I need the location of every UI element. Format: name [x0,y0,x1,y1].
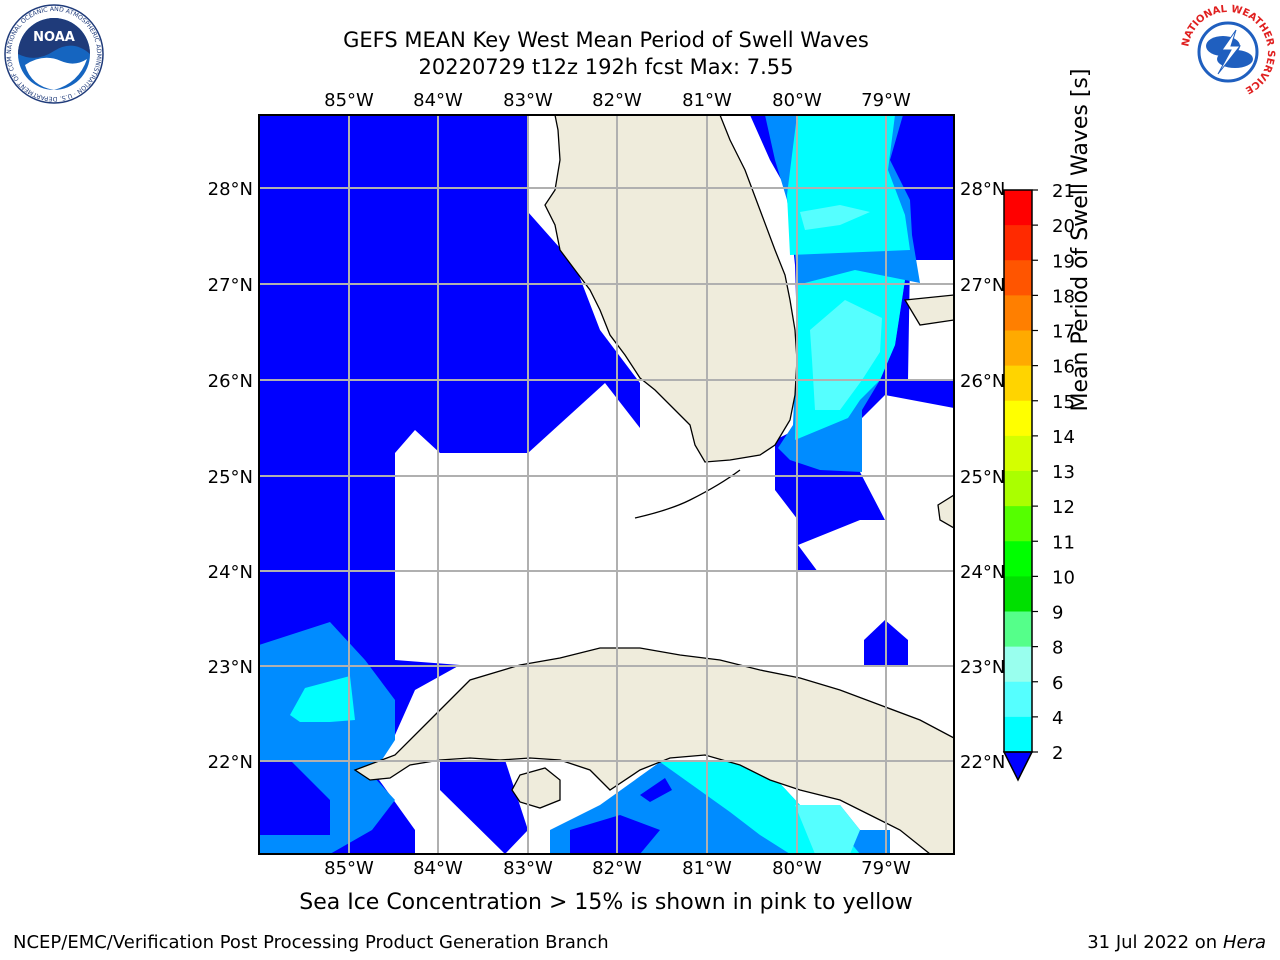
colorbar-extend-arrow [1002,751,1034,782]
colorbar-segment [1004,190,1032,226]
swell-8s-atlantic-north [800,205,870,230]
nws-logo: NATIONAL WEATHER SERVICE [1180,4,1276,100]
colorbar-segment [1004,365,1032,402]
lon-label-top: 83°W [503,90,553,111]
swell-6-8s-sw [290,676,355,722]
colorbar-segment [1004,506,1032,542]
colorbar-tick-label: 10 [1052,567,1075,588]
footer-date: 31 Jul 2022 on Hera [1087,932,1266,953]
colorbar-tick-label: 11 [1052,532,1075,553]
footer-host: Hera [1222,932,1266,953]
colorbar-segment [1004,541,1032,577]
lat-label-right: 28°N [960,179,1005,200]
colorbar-tick-label: 13 [1052,462,1075,483]
colorbar-tick-label: 17 [1052,322,1075,343]
lat-label-right: 27°N [960,275,1005,296]
swell-8s-south [795,805,860,854]
bahamas-island-east [937,494,954,529]
lon-label-bottom: 85°W [324,858,374,879]
lon-label-bottom: 82°W [592,858,642,879]
isle-of-youth [511,767,561,809]
footer-credit: NCEP/EMC/Verification Post Processing Pr… [13,932,609,953]
lon-label-bottom: 80°W [772,858,822,879]
colorbar-segment [1004,225,1032,261]
lat-label-left: 26°N [208,371,253,392]
lon-label-bottom: 81°W [682,858,732,879]
colorbar-tick-label: 19 [1052,251,1075,272]
map-field [259,115,954,854]
lat-label-left: 28°N [208,179,253,200]
lon-label-top: 79°W [861,90,911,111]
noaa-logo-text: NOAA [33,30,75,45]
colorbar-tick-label: 8 [1052,638,1063,659]
florida-keys [634,469,741,519]
swell-2-4s-south-patch [570,815,660,854]
colorbar-tick-label: 16 [1052,357,1075,378]
noaa-logo: NATIONAL OCEANIC AND ATMOSPHERIC ADMINIS… [3,3,104,104]
lat-label-right: 23°N [960,657,1005,678]
colorbar-label: Mean Period of Swell Waves [s] [1068,68,1093,412]
colorbar-segment [1004,435,1032,472]
swell-2-4s-south [440,760,528,854]
colorbar-tick-label: 4 [1052,708,1063,729]
map-title: GEFS MEAN Key West Mean Period of Swell … [343,28,869,52]
florida-land [544,115,798,463]
swell-2-4s-south-dot [640,778,672,802]
colorbar-tick-label: 21 [1052,181,1075,202]
map-frame [258,114,955,855]
colorbar-segment [1004,681,1032,718]
colorbar-tick-label: 15 [1052,392,1075,413]
colorbar-tick-label: 20 [1052,216,1075,237]
colorbar-segment [1004,260,1032,296]
colorbar-segment [1004,471,1032,507]
lat-label-left: 23°N [208,657,253,678]
bahamas-island-north [903,294,954,326]
colorbar-tick-label: 9 [1052,603,1063,624]
lon-label-top: 80°W [772,90,822,111]
lon-label-bottom: 84°W [413,858,463,879]
swell-8s-atlantic [810,300,882,410]
lon-label-bottom: 79°W [861,858,911,879]
colorbar-segment [1004,646,1032,683]
sea-ice-caption: Sea Ice Concentration > 15% is shown in … [299,890,913,915]
lat-label-right: 22°N [960,752,1005,773]
lon-label-top: 81°W [682,90,732,111]
colorbar-segment [1004,611,1032,648]
colorbar-segment [1004,330,1032,367]
colorbar-tick-label: 18 [1052,286,1075,307]
lon-label-top: 84°W [413,90,463,111]
lon-label-top: 85°W [324,90,374,111]
colorbar-tick-label: 12 [1052,497,1075,518]
lat-label-left: 27°N [208,275,253,296]
lon-label-top: 82°W [592,90,642,111]
colorbar-segment [1004,716,1032,753]
swell-2-4s-sw-inner [259,760,330,835]
map-subtitle: 20220729 t12z 192h fcst Max: 7.55 [418,55,794,79]
lat-label-left: 25°N [208,467,253,488]
colorbar-segment [1004,576,1032,612]
lat-label-right: 25°N [960,467,1005,488]
footer-date-text: 31 Jul 2022 on [1087,932,1223,953]
lat-label-left: 24°N [208,562,253,583]
lat-label-right: 24°N [960,562,1005,583]
lat-label-left: 22°N [208,752,253,773]
lon-label-bottom: 83°W [503,858,553,879]
swell-2-4s-edge [940,187,954,215]
swell-6-8s-atlantic-north [787,115,910,255]
colorbar-tick-label: 2 [1052,743,1063,764]
lat-label-right: 26°N [960,371,1005,392]
colorbar-tick-label: 14 [1052,427,1075,448]
colorbar-tick-label: 6 [1052,673,1063,694]
colorbar-segment [1004,400,1032,437]
colorbar-segment [1004,295,1032,331]
